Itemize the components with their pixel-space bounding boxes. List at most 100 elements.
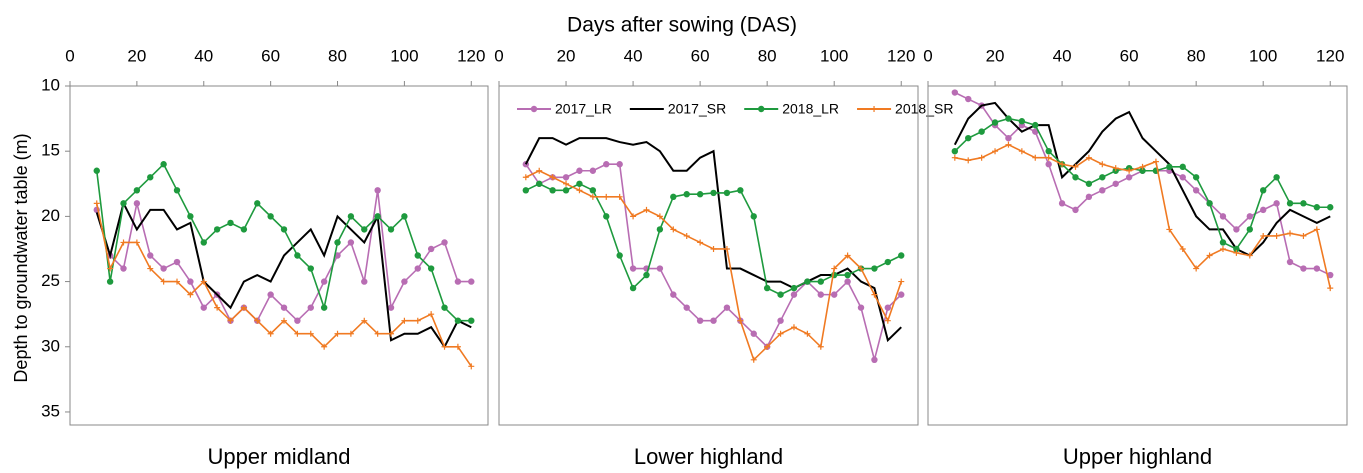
point [562, 187, 570, 194]
point [200, 239, 207, 246]
point [603, 193, 610, 200]
point [871, 356, 878, 364]
point [1273, 174, 1280, 181]
point [174, 278, 181, 285]
x-tick-label: 0 [494, 46, 503, 65]
point [1032, 121, 1039, 129]
x-tick-label: 40 [1053, 46, 1072, 65]
point [93, 167, 100, 174]
point [858, 265, 865, 272]
point [723, 189, 731, 197]
point [804, 278, 811, 285]
point [1005, 134, 1012, 142]
point [1072, 163, 1079, 170]
point [1139, 167, 1146, 174]
point [696, 191, 704, 198]
point [320, 278, 328, 285]
point [1219, 213, 1227, 220]
panel-title: Upper midland [207, 444, 350, 469]
point [1112, 180, 1119, 187]
point [951, 147, 959, 155]
point [1072, 206, 1079, 214]
x-tick-label: 0 [923, 46, 932, 65]
point [603, 161, 610, 168]
point [280, 304, 288, 311]
series-line [524, 137, 902, 343]
point [387, 226, 395, 233]
point [991, 119, 999, 126]
point [267, 213, 274, 220]
point [616, 161, 623, 168]
plot-frame [69, 85, 489, 426]
point [1058, 200, 1066, 207]
point [616, 252, 623, 259]
point [280, 226, 288, 233]
point [683, 232, 690, 239]
point [160, 278, 167, 285]
point [388, 330, 395, 337]
y-tick-label: 15 [41, 141, 60, 160]
point [884, 317, 891, 324]
point [361, 278, 368, 285]
point [1233, 249, 1240, 256]
point [763, 284, 771, 292]
point [764, 343, 771, 350]
point [200, 278, 207, 285]
x-tick-label: 0 [65, 46, 74, 65]
point [965, 95, 972, 103]
point [454, 317, 462, 324]
point [1179, 174, 1186, 181]
point [871, 291, 878, 298]
point [643, 206, 650, 213]
point [1005, 141, 1012, 148]
point [978, 154, 985, 161]
series-line [525, 169, 902, 362]
point [1246, 252, 1253, 259]
point [1233, 245, 1240, 253]
point [454, 278, 462, 285]
y-tick-label: 35 [41, 401, 60, 420]
series-line [95, 200, 472, 349]
x-axis-title: Days after sowing (DAS) [567, 14, 797, 37]
point [1059, 161, 1066, 168]
point [670, 226, 677, 233]
point [1179, 245, 1186, 252]
x-tick-label: 80 [1187, 46, 1206, 65]
x-tick-label: 20 [557, 46, 576, 65]
point [643, 271, 650, 279]
point [468, 278, 475, 285]
point [563, 180, 570, 187]
panel-title: Upper highland [1063, 444, 1212, 469]
point [240, 226, 248, 233]
point [106, 278, 114, 285]
point [1112, 165, 1119, 172]
point [1099, 187, 1106, 194]
point [1327, 271, 1334, 279]
point [133, 187, 141, 194]
point [656, 226, 664, 233]
point [857, 304, 865, 311]
point [723, 245, 730, 252]
point [441, 239, 448, 246]
point [334, 239, 341, 246]
point [1313, 265, 1321, 272]
x-tick-label: 40 [624, 46, 643, 65]
point [790, 324, 797, 331]
point [334, 330, 341, 337]
point [147, 265, 154, 272]
point [401, 278, 408, 285]
point [1193, 265, 1200, 272]
point [737, 317, 744, 324]
point [1018, 118, 1026, 125]
point [427, 245, 435, 253]
point [589, 167, 597, 174]
point [1045, 154, 1052, 161]
x-tick-label: 20 [127, 46, 146, 65]
point [401, 317, 408, 324]
point [213, 226, 221, 233]
point [696, 317, 704, 324]
point [1273, 232, 1280, 239]
point [1139, 163, 1146, 170]
point [670, 193, 677, 201]
